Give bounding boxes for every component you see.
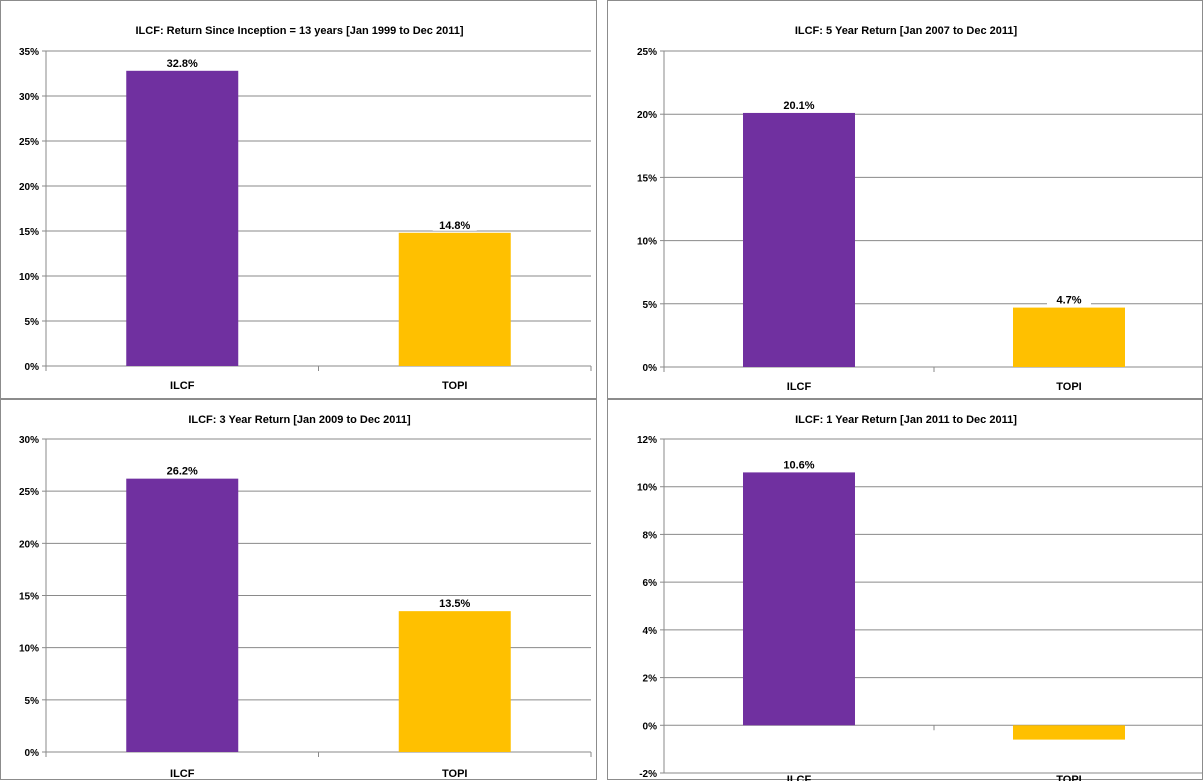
bar-ilcf <box>743 472 855 726</box>
data-label-bg <box>1047 292 1091 306</box>
data-label-bg <box>160 463 205 477</box>
category-label-topi: TOPI <box>442 768 467 780</box>
data-label-bg <box>432 217 477 231</box>
y-tick-label: 20% <box>19 539 39 550</box>
chart-5-year: ILCF: 5 Year Return [Jan 2007 to Dec 201… <box>637 25 1203 393</box>
bar-topi <box>1013 307 1125 367</box>
chart-title: ILCF: 1 Year Return [Jan 2011 to Dec 201… <box>795 414 1017 426</box>
category-label-ilcf: ILCF <box>170 380 195 392</box>
chart-panel-1-year: ILCF: 1 Year Return [Jan 2011 to Dec 201… <box>607 399 1203 781</box>
y-tick-label: 15% <box>19 592 39 603</box>
category-label-ilcf: ILCF <box>787 381 812 393</box>
y-tick-label: 20% <box>637 110 657 121</box>
y-tick-label: 5% <box>25 317 40 328</box>
y-tick-label: 15% <box>637 173 657 184</box>
data-label-topi: 4.7% <box>1056 295 1081 307</box>
chart-panel-3-year: ILCF: 3 Year Return [Jan 2009 to Dec 201… <box>0 399 597 780</box>
y-tick-label: 5% <box>643 300 658 311</box>
y-tick-label: 10% <box>19 644 39 655</box>
y-tick-label: 25% <box>19 137 39 148</box>
y-tick-label: 4% <box>643 626 658 637</box>
y-tick-label: 0% <box>643 363 658 374</box>
data-label-bg <box>432 596 477 610</box>
data-label-ilcf: 26.2% <box>167 466 198 478</box>
y-tick-label: -2% <box>639 769 657 780</box>
y-tick-label: 12% <box>637 435 657 446</box>
y-tick-label: 35% <box>19 47 39 58</box>
bar-topi <box>398 611 511 752</box>
y-tick-label: 20% <box>19 182 39 193</box>
data-label-topi: 14.8% <box>439 220 470 232</box>
bar-topi <box>398 232 511 366</box>
y-tick-label: 10% <box>19 272 39 283</box>
bar-ilcf <box>743 112 855 367</box>
category-label-ilcf: ILCF <box>787 774 812 781</box>
y-tick-label: 10% <box>637 483 657 494</box>
y-tick-label: 10% <box>637 237 657 248</box>
y-tick-label: 5% <box>25 696 40 707</box>
y-tick-label: 25% <box>637 47 657 58</box>
y-tick-label: 25% <box>19 487 39 498</box>
chart-panel-5-year: ILCF: 5 Year Return [Jan 2007 to Dec 201… <box>607 0 1203 399</box>
data-label-bg <box>777 97 821 111</box>
chart-title: ILCF: 3 Year Return [Jan 2009 to Dec 201… <box>188 414 411 426</box>
data-label-ilcf: 10.6% <box>783 459 814 471</box>
y-tick-label: 15% <box>19 227 39 238</box>
y-tick-label: 2% <box>643 674 658 685</box>
y-tick-label: 30% <box>19 435 39 446</box>
y-tick-label: 30% <box>19 92 39 103</box>
chart-3-year: ILCF: 3 Year Return [Jan 2009 to Dec 201… <box>19 414 592 780</box>
y-tick-label: 0% <box>25 748 40 759</box>
data-label-ilcf: 32.8% <box>167 58 198 70</box>
chart-title: ILCF: 5 Year Return [Jan 2007 to Dec 201… <box>795 25 1018 37</box>
bar-topi <box>1013 725 1125 740</box>
y-tick-label: 6% <box>643 578 658 589</box>
chart-panel-since-inception: ILCF: Return Since Inception = 13 years … <box>0 0 597 399</box>
data-label-ilcf: 20.1% <box>783 100 814 112</box>
chart-since-inception: ILCF: Return Since Inception = 13 years … <box>19 25 592 392</box>
y-tick-label: 0% <box>643 721 658 732</box>
category-label-ilcf: ILCF <box>170 768 195 780</box>
data-label-bg <box>777 457 821 471</box>
data-label-topi: 13.5% <box>439 598 470 610</box>
category-label-topi: TOPI <box>442 380 467 392</box>
category-label-topi: TOPI <box>1056 774 1081 781</box>
y-tick-label: 0% <box>25 362 40 373</box>
bar-ilcf <box>126 70 239 367</box>
category-label-topi: TOPI <box>1056 381 1081 393</box>
data-label-bg <box>160 55 205 69</box>
y-tick-label: 8% <box>643 530 658 541</box>
chart-title: ILCF: Return Since Inception = 13 years … <box>136 25 464 37</box>
chart-1-year: ILCF: 1 Year Return [Jan 2011 to Dec 201… <box>637 414 1203 781</box>
bar-ilcf <box>126 478 239 752</box>
